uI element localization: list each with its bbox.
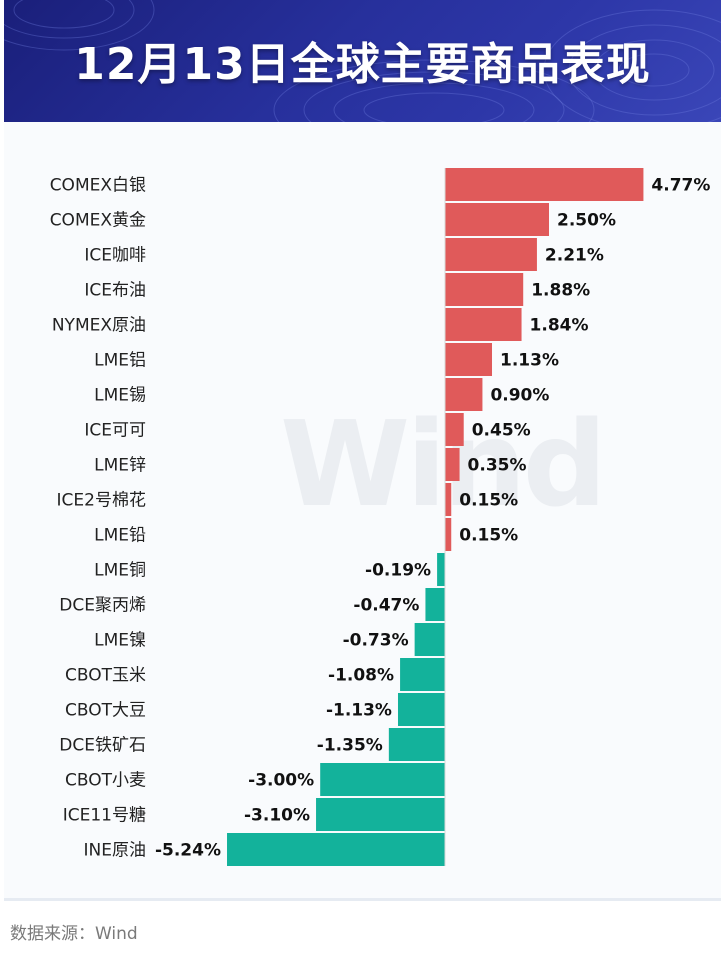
bar-11 [445,518,452,551]
bar-10 [445,483,452,516]
bar-15 [400,658,445,691]
bar-19 [316,798,445,831]
bar-9 [445,448,460,481]
bar-4 [445,273,524,306]
bar-3 [445,238,537,271]
bar-5 [445,308,522,341]
category-label: COMEX白银 [50,176,146,196]
value-label: 1.84% [530,316,589,336]
bar-7 [445,378,483,411]
value-label: -1.35% [317,736,383,756]
value-label: -0.47% [353,596,419,616]
value-label: -5.24% [155,841,221,861]
title-banner: 12月13日全球主要商品表现 [4,0,721,122]
bar-1 [445,168,644,201]
value-label: -0.73% [343,631,409,651]
category-label: ICE11号糖 [63,806,146,826]
value-label: 1.88% [531,281,590,301]
bar-13 [425,588,445,621]
category-label: DCE聚丙烯 [59,596,146,616]
value-label: 2.50% [557,211,616,231]
value-label: 1.13% [500,351,559,371]
category-label: INE原油 [84,841,146,861]
contour-pattern [4,0,721,122]
value-label: 0.15% [459,491,518,511]
category-label: LME锌 [94,456,146,476]
value-label: 0.35% [468,456,527,476]
category-label: CBOT小麦 [65,771,146,791]
chart-title: 12月13日全球主要商品表现 [74,39,651,90]
category-label: ICE咖啡 [84,246,146,266]
value-label: 4.77% [651,176,710,196]
category-label: DCE铁矿石 [59,736,146,756]
wind-watermark: Wind [280,395,607,533]
category-label: COMEX黄金 [50,211,146,231]
category-label: NYMEX原油 [52,316,146,336]
bar-16 [397,693,445,726]
data-source: 数据来源：Wind [10,924,138,944]
value-label: -1.13% [326,701,392,721]
category-label: ICE可可 [84,421,146,441]
value-label: 2.21% [545,246,604,266]
category-label: LME锡 [94,386,146,406]
category-label: LME铅 [94,526,146,546]
category-label: ICE布油 [84,281,146,301]
bar-12 [437,553,445,586]
category-label: CBOT大豆 [65,701,146,721]
bar-14 [414,623,445,656]
category-label: LME铝 [94,351,146,371]
category-label: LME铜 [94,561,146,581]
category-label: LME镍 [94,631,146,651]
bar-8 [445,413,464,446]
category-label: ICE2号棉花 [57,491,146,511]
value-label: -3.00% [248,771,314,791]
value-label: -0.19% [365,561,431,581]
category-label: CBOT玉米 [65,666,146,686]
value-label: -3.10% [244,806,310,826]
value-label: -1.08% [328,666,394,686]
bar-20 [227,833,445,866]
bar-17 [388,728,445,761]
value-label: 0.45% [472,421,531,441]
value-label: 0.15% [459,526,518,546]
value-label: 0.90% [490,386,549,406]
bar-18 [320,763,445,796]
bar-6 [445,343,493,376]
bar-2 [445,203,549,236]
